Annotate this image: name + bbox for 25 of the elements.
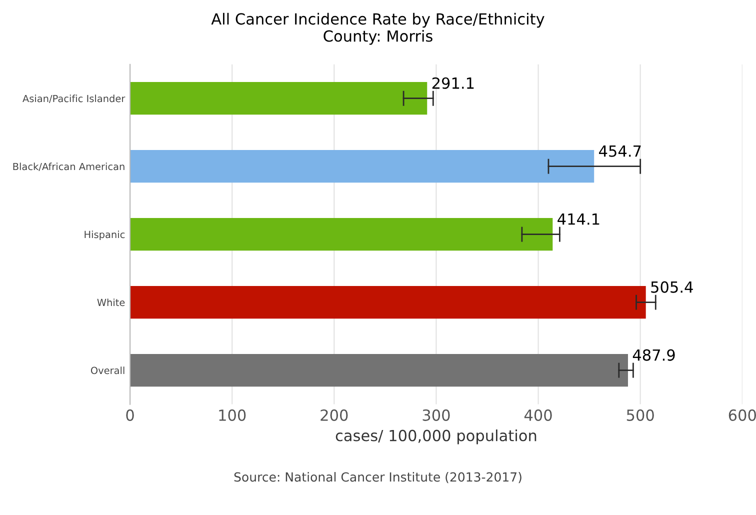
x-tick-label: 200 [320, 409, 348, 421]
x-tick-label: 300 [422, 409, 450, 421]
x-tick-label: 0 [126, 409, 134, 421]
y-tick-label: Asian/Pacific Islander [22, 94, 126, 103]
bar [130, 82, 428, 115]
x-axis-title: cases/ 100,000 population [336, 429, 536, 444]
data-label: 487.9 [632, 349, 675, 361]
data-label: 291.1 [432, 77, 474, 89]
y-tick-label: White [97, 298, 125, 306]
y-tick-label: Hispanic [84, 230, 125, 240]
bar [130, 286, 646, 319]
x-tick-label: 500 [626, 409, 654, 421]
x-tick-label: 400 [524, 409, 552, 421]
source-note: Source: National Cancer Institute (2013-2017) [234, 472, 522, 484]
y-tick-label: Black/African American [13, 162, 124, 171]
bar [130, 150, 594, 183]
data-label: 505.4 [651, 281, 693, 293]
data-label: 414.1 [558, 214, 600, 225]
y-tick-label: Overall [90, 366, 124, 374]
bar [130, 354, 628, 387]
bar [130, 218, 553, 251]
data-label: 454.7 [599, 146, 641, 157]
x-tick-label: 100 [219, 409, 246, 421]
x-tick-label: 600 [728, 409, 756, 421]
chart-title: All Cancer Incidence Rate by Race/Ethnicity County: Morris [211, 12, 544, 45]
